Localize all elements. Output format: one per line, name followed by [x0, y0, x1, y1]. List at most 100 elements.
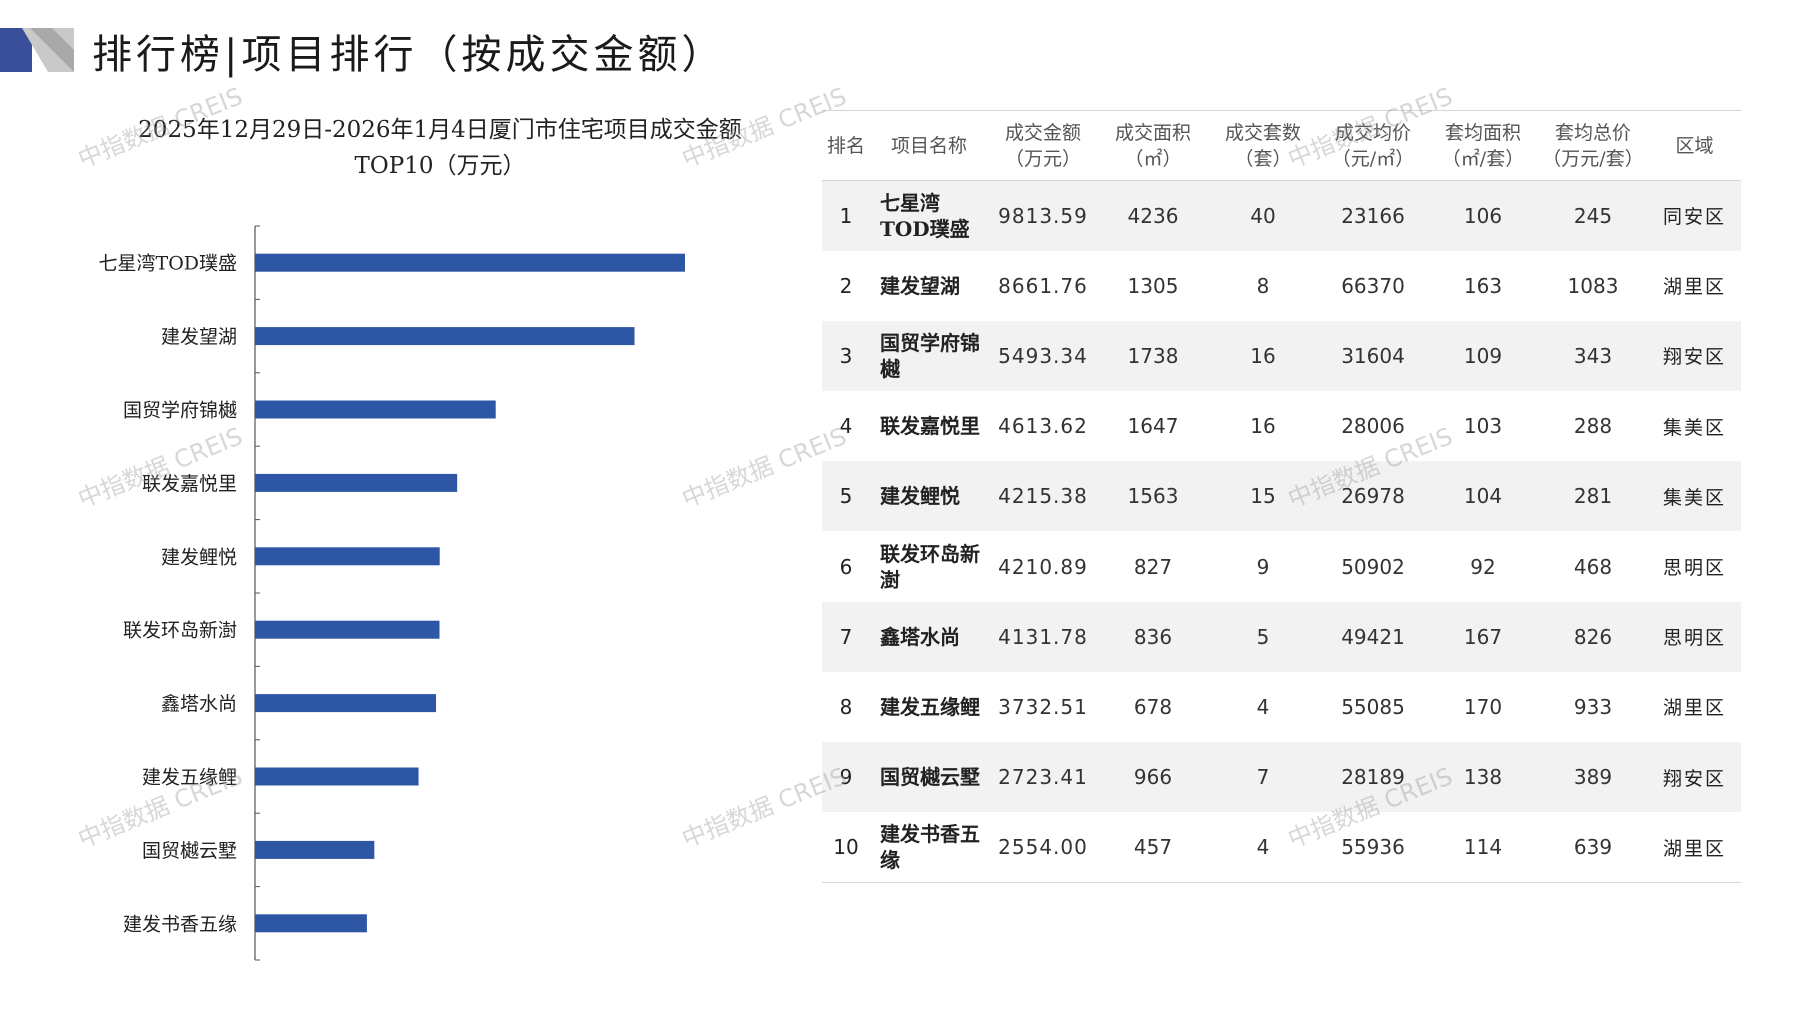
cell-district: 思明区 — [1648, 601, 1741, 672]
cell-units: 8 — [1256, 273, 1270, 298]
cell-district: 思明区 — [1662, 557, 1726, 580]
cell-avg-price: 23166 — [1318, 180, 1428, 251]
column-header: 套均面积 （㎡/套） — [1428, 110, 1538, 181]
column-header: 成交套数 （套） — [1208, 110, 1318, 181]
bar — [255, 547, 440, 566]
column-header: 套均总价 （万元/套） — [1538, 110, 1648, 181]
category-label: 建发书香五缘 — [123, 913, 237, 935]
cell-avg-price: 31604 — [1318, 320, 1428, 392]
column-header-unit: （万元/套） — [1542, 147, 1644, 170]
bar — [255, 253, 685, 272]
cell-units: 40 — [1208, 180, 1318, 251]
cell-avg-area: 106 — [1428, 180, 1538, 251]
column-header: 区域 — [1648, 110, 1741, 181]
cell-avg-area: 103 — [1463, 414, 1503, 439]
cell-name: 建发五缘鲤 — [880, 694, 980, 719]
column-header-label: 成交面积 — [1114, 121, 1191, 144]
cell-area: 1305 — [1127, 273, 1179, 298]
category-label: 联发嘉悦里 — [142, 473, 237, 495]
cell-area: 1738 — [1098, 320, 1208, 392]
cell-amount: 3732.51 — [998, 694, 1088, 719]
cell-units: 15 — [1208, 461, 1318, 532]
cell-avg-price: 49421 — [1318, 601, 1428, 672]
column-header: 项目名称 — [870, 110, 988, 181]
cell-name: 七星湾TOD璞盛 — [870, 180, 988, 251]
cell-avg-area: 109 — [1428, 320, 1538, 392]
cell-name: 建发鲤悦 — [870, 461, 988, 532]
cell-amount: 2554.00 — [988, 812, 1098, 883]
cell-amount: 8661.76 — [998, 273, 1088, 298]
cell-avg-total: 639 — [1538, 812, 1648, 883]
cell-area: 457 — [1098, 812, 1208, 883]
cell-district: 集美区 — [1662, 416, 1726, 439]
cell-amount: 2723.41 — [988, 742, 1098, 813]
bar — [255, 914, 367, 933]
cell-units: 5 — [1208, 601, 1318, 672]
cell-rank: 7 — [822, 601, 870, 672]
category-label: 建发鲤悦 — [161, 546, 237, 568]
cell-rank: 2 — [839, 273, 853, 298]
page-title: 排行榜|项目排行（按成交金额） — [92, 32, 726, 78]
cell-avg-area: 114 — [1428, 812, 1538, 883]
cell-avg-total: 933 — [1573, 694, 1613, 719]
column-header: 成交面积 （㎡） — [1098, 110, 1208, 181]
category-label: 国贸学府锦樾 — [123, 400, 237, 422]
table-row: 4 联发嘉悦里 4613.62 1647 16 28006 103 288 集美区 — [822, 391, 1741, 461]
category-label: 七星湾TOD璞盛 — [99, 253, 237, 275]
cell-district: 翔安区 — [1648, 742, 1741, 813]
column-header-label: 成交套数 — [1224, 121, 1301, 144]
table-row: 7 鑫塔水尚 4131.78 836 5 49421 167 826 思明区 — [822, 601, 1741, 672]
cell-units: 4 — [1256, 694, 1270, 719]
cell-name: 国贸学府锦樾 — [870, 320, 988, 392]
bar-chart: 七星湾TOD璞盛建发望湖国贸学府锦樾联发嘉悦里建发鲤悦联发环岛新澍鑫塔水尚建发五… — [99, 225, 685, 961]
cell-avg-area: 92 — [1470, 554, 1496, 579]
cell-units: 16 — [1208, 320, 1318, 392]
cell-area: 1647 — [1127, 414, 1179, 439]
cell-avg-total: 389 — [1538, 742, 1648, 813]
cell-name: 鑫塔水尚 — [870, 601, 988, 672]
cell-avg-total: 343 — [1538, 320, 1648, 392]
cell-avg-total: 1083 — [1567, 273, 1619, 298]
cell-rank: 4 — [839, 414, 853, 439]
cell-avg-total: 281 — [1538, 461, 1648, 532]
cell-units: 4 — [1208, 812, 1318, 883]
cell-district: 湖里区 — [1662, 276, 1726, 299]
table-row: 9 国贸樾云墅 2723.41 966 7 28189 138 389 翔安区 — [822, 742, 1741, 813]
table-header-row: 排名 项目名称 成交金额 （万元） 成交面积 （㎡） 成交套数 （套） 成交均价 （元/㎡） 套均面… — [822, 110, 1741, 181]
ranking-table: 排名 项目名称 成交金额 （万元） 成交面积 （㎡） 成交套数 （套） 成交均价 （元/㎡） 套均面… — [822, 110, 1741, 883]
cell-name: 建发书香五缘 — [870, 812, 988, 883]
bar — [255, 400, 496, 419]
column-header-label: 套均总价 — [1554, 121, 1631, 144]
cell-amount: 5493.34 — [988, 320, 1098, 392]
column-header: 排名 — [822, 110, 870, 181]
cell-amount: 4613.62 — [998, 414, 1088, 439]
cell-avg-area: 167 — [1428, 601, 1538, 672]
bar — [255, 620, 440, 639]
cell-name: 联发环岛新澍 — [880, 541, 980, 592]
cell-area: 966 — [1098, 742, 1208, 813]
cell-units: 7 — [1208, 742, 1318, 813]
category-label: 建发望湖 — [161, 326, 237, 348]
bar — [255, 327, 635, 346]
cell-area: 4236 — [1098, 180, 1208, 251]
category-label: 建发五缘鲤 — [142, 767, 237, 789]
cell-district: 湖里区 — [1662, 697, 1726, 720]
column-header-unit: （㎡） — [1124, 147, 1182, 170]
cell-district: 湖里区 — [1648, 812, 1741, 883]
category-label: 国贸樾云墅 — [142, 840, 237, 862]
cell-amount: 9813.59 — [988, 180, 1098, 251]
table-row: 6 联发环岛新澍 4210.89 827 9 50902 92 468 思明区 — [822, 531, 1741, 601]
column-header-label: 项目名称 — [890, 134, 967, 157]
cell-rank: 3 — [822, 320, 870, 392]
bar — [255, 694, 437, 713]
cell-avg-total: 245 — [1538, 180, 1648, 251]
cell-name: 国贸樾云墅 — [870, 742, 988, 813]
table-row: 8 建发五缘鲤 3732.51 678 4 55085 170 933 湖里区 — [822, 672, 1741, 742]
header-decoration — [0, 28, 74, 72]
cell-avg-price: 55936 — [1318, 812, 1428, 883]
cell-district: 翔安区 — [1648, 320, 1741, 392]
cell-district: 同安区 — [1648, 180, 1741, 251]
cell-rank: 10 — [822, 812, 870, 883]
table-body: 1 七星湾TOD璞盛 9813.59 4236 40 23166 106 245 同安区 2 建发望… — [822, 180, 1741, 883]
bar — [255, 840, 375, 859]
